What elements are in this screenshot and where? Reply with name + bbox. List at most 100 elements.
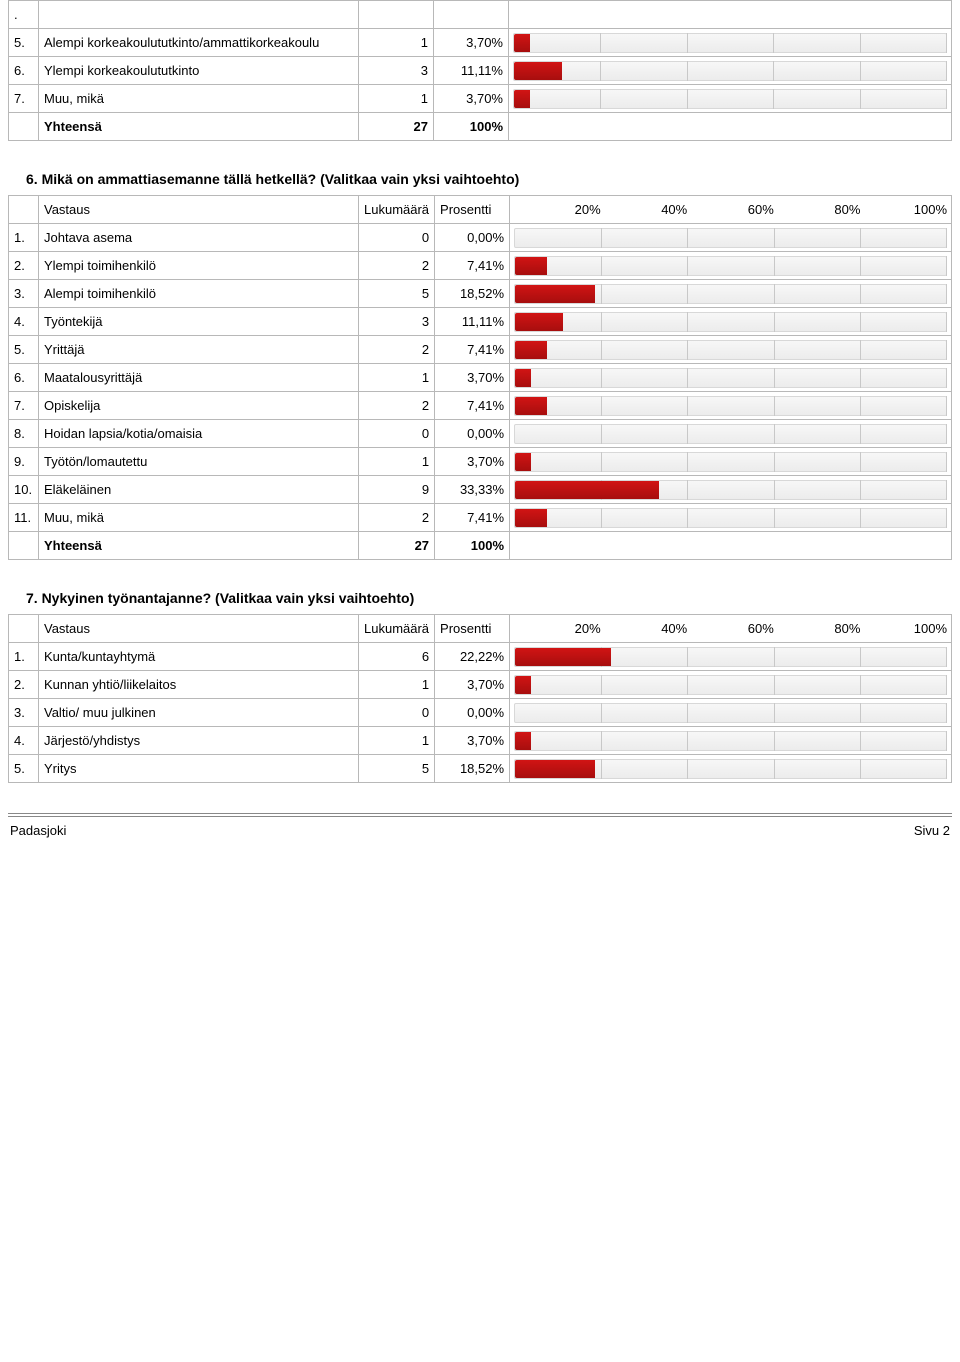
section7-header: Vastaus Lukumäärä Prosentti 20%40%60%80%… <box>9 615 952 643</box>
row-label: Maatalousyrittäjä <box>39 364 359 392</box>
table-row: 7.Opiskelija27,41% <box>9 392 952 420</box>
row-percent: 7,41% <box>435 504 510 532</box>
row-label: Hoidan lapsia/kotia/omaisia <box>39 420 359 448</box>
footer-divider <box>8 813 952 817</box>
axis-tick-label: 40% <box>601 202 688 217</box>
hdr-count: Lukumäärä <box>359 615 435 643</box>
total-count: 27 <box>359 113 434 141</box>
section5-total-row: Yhteensä 27 100% <box>9 113 952 141</box>
row-count: 6 <box>359 643 435 671</box>
row-percent: 3,70% <box>435 671 510 699</box>
row-percent: 0,00% <box>435 224 510 252</box>
table-row: 5.Yrittäjä27,41% <box>9 336 952 364</box>
row-percent: 3,70% <box>434 85 509 113</box>
total-pct: 100% <box>434 113 509 141</box>
axis-tick-label: 60% <box>687 202 774 217</box>
row-count: 2 <box>359 336 435 364</box>
row-label: Työntekijä <box>39 308 359 336</box>
row-percent <box>434 1 509 29</box>
axis-tick-label: 40% <box>601 621 688 636</box>
row-index: 7. <box>9 392 39 420</box>
row-label: Ylempi korkeakoulututkinto <box>39 57 359 85</box>
hdr-answer: Vastaus <box>39 615 359 643</box>
axis-tick-label: 100% <box>860 621 947 636</box>
row-index: 5. <box>9 336 39 364</box>
table-row: 3.Valtio/ muu julkinen00,00% <box>9 699 952 727</box>
row-count: 2 <box>359 504 435 532</box>
row-bar-cell <box>509 1 952 29</box>
row-index: 3. <box>9 699 39 727</box>
row-label: Eläkeläinen <box>39 476 359 504</box>
row-bar-cell <box>510 643 952 671</box>
table-row: 8.Hoidan lapsia/kotia/omaisia00,00% <box>9 420 952 448</box>
row-label: Alempi korkeakoulututkinto/ammattikorkea… <box>39 29 359 57</box>
footer-left: Padasjoki <box>10 823 66 838</box>
row-label: Yritys <box>39 755 359 783</box>
table-row: 5.Alempi korkeakoulututkinto/ammattikork… <box>9 29 952 57</box>
row-count: 0 <box>359 699 435 727</box>
row-label <box>39 1 359 29</box>
total-pct: 100% <box>435 532 510 560</box>
row-count: 5 <box>359 755 435 783</box>
row-count: 1 <box>359 671 435 699</box>
table-row: 5.Yritys518,52% <box>9 755 952 783</box>
axis-tick-label: 20% <box>514 202 601 217</box>
axis-tick-label: 100% <box>860 202 947 217</box>
table-row: 7.Muu, mikä13,70% <box>9 85 952 113</box>
row-count: 0 <box>359 224 435 252</box>
row-count: 1 <box>359 727 435 755</box>
row-bar-cell <box>510 392 952 420</box>
row-bar-cell <box>509 57 952 85</box>
row-label: Johtava asema <box>39 224 359 252</box>
axis-tick-label: 80% <box>774 621 861 636</box>
row-label: Yrittäjä <box>39 336 359 364</box>
row-percent: 18,52% <box>435 755 510 783</box>
row-percent: 0,00% <box>435 420 510 448</box>
row-count: 3 <box>359 308 435 336</box>
row-count: 0 <box>359 420 435 448</box>
table-row: . <box>9 1 952 29</box>
row-bar-cell <box>510 699 952 727</box>
row-percent: 18,52% <box>435 280 510 308</box>
row-index: 1. <box>9 643 39 671</box>
row-percent: 33,33% <box>435 476 510 504</box>
row-label: Valtio/ muu julkinen <box>39 699 359 727</box>
row-bar-cell <box>510 252 952 280</box>
row-index: 10. <box>9 476 39 504</box>
row-label: Kunta/kuntayhtymä <box>39 643 359 671</box>
row-percent: 3,70% <box>435 448 510 476</box>
row-bar-cell <box>510 671 952 699</box>
axis-header: 20%40%60%80%100% <box>510 196 952 224</box>
table-row: 9.Työtön/lomautettu13,70% <box>9 448 952 476</box>
row-label: Opiskelija <box>39 392 359 420</box>
row-percent: 22,22% <box>435 643 510 671</box>
row-percent: 11,11% <box>434 57 509 85</box>
hdr-pct: Prosentti <box>435 196 510 224</box>
row-index: 3. <box>9 280 39 308</box>
row-percent: 7,41% <box>435 336 510 364</box>
table-row: 1.Kunta/kuntayhtymä622,22% <box>9 643 952 671</box>
row-index: 9. <box>9 448 39 476</box>
row-index: 7. <box>9 85 39 113</box>
row-label: Ylempi toimihenkilö <box>39 252 359 280</box>
row-percent: 0,00% <box>435 699 510 727</box>
row-bar-cell <box>510 224 952 252</box>
row-percent: 3,70% <box>435 364 510 392</box>
row-count: 1 <box>359 29 434 57</box>
total-label: Yhteensä <box>39 113 359 141</box>
section7-title: 7. Nykyinen työnantajanne? (Valitkaa vai… <box>26 590 952 606</box>
row-index: 6. <box>9 57 39 85</box>
row-percent: 3,70% <box>434 29 509 57</box>
row-label: Muu, mikä <box>39 85 359 113</box>
row-count: 1 <box>359 364 435 392</box>
section5-table: .5.Alempi korkeakoulututkinto/ammattikor… <box>8 0 952 141</box>
section6-header: Vastaus Lukumäärä Prosentti 20%40%60%80%… <box>9 196 952 224</box>
row-label: Työtön/lomautettu <box>39 448 359 476</box>
row-index: 6. <box>9 364 39 392</box>
table-row: 4.Järjestö/yhdistys13,70% <box>9 727 952 755</box>
table-row: 6.Ylempi korkeakoulututkinto311,11% <box>9 57 952 85</box>
table-row: 6.Maatalousyrittäjä13,70% <box>9 364 952 392</box>
row-percent: 11,11% <box>435 308 510 336</box>
row-bar-cell <box>510 308 952 336</box>
row-bar-cell <box>510 336 952 364</box>
